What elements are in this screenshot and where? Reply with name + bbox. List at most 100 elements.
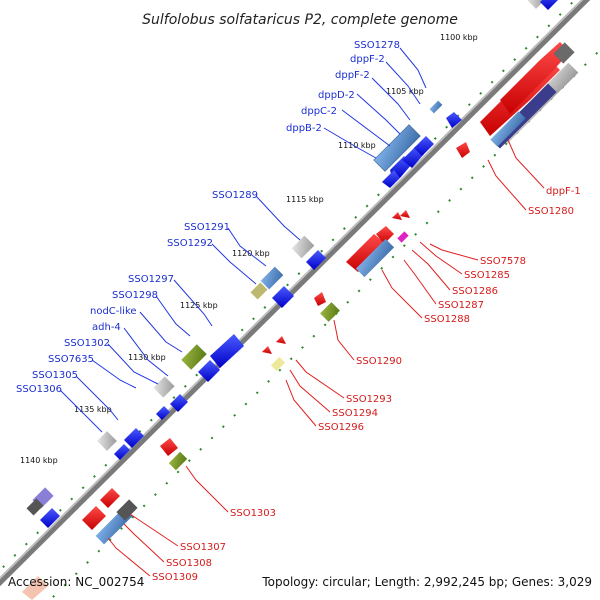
kbp-tick: 1110 kbp — [338, 141, 376, 150]
kbp-tick: 1140 kbp — [20, 456, 58, 465]
gene-label[interactable]: SSO7635 — [48, 354, 94, 365]
gene-feature[interactable] — [346, 234, 386, 272]
gene-feature[interactable] — [392, 212, 402, 220]
gene-feature[interactable] — [400, 210, 410, 218]
gene-feature[interactable] — [170, 394, 188, 412]
gene-label[interactable]: adh-4 — [92, 322, 121, 333]
leader-line — [75, 375, 119, 421]
gene-label[interactable]: SSO1286 — [452, 286, 498, 297]
gene-feature[interactable] — [276, 336, 286, 344]
gene-label[interactable]: dppD-2 — [318, 90, 355, 101]
gene-label[interactable]: SSO1294 — [332, 408, 378, 419]
gene-feature[interactable] — [262, 346, 272, 354]
gene-label[interactable]: SSO7578 — [480, 256, 526, 267]
gene-feature[interactable] — [124, 428, 144, 448]
gene-label[interactable]: SSO1298 — [112, 290, 158, 301]
gene-label[interactable]: dppF-1 — [546, 186, 581, 197]
gene-feature[interactable] — [210, 334, 244, 368]
gene-label[interactable]: SSO1307 — [180, 542, 226, 553]
gene-feature[interactable] — [429, 100, 443, 114]
gene-feature[interactable] — [382, 170, 400, 188]
gene-feature[interactable] — [306, 250, 326, 270]
kbp-tick: 1125 kbp — [180, 301, 218, 310]
gene-feature[interactable] — [397, 231, 409, 243]
gene-label[interactable]: SSO1278 — [354, 40, 400, 51]
leader-line — [227, 227, 267, 267]
gene-feature[interactable] — [291, 235, 315, 259]
gene-feature[interactable] — [446, 112, 462, 128]
gene-label[interactable]: dppF-2 — [350, 54, 385, 65]
leader-line — [129, 513, 179, 547]
gene-label[interactable]: dppB-2 — [286, 123, 322, 134]
gene-feature[interactable] — [97, 431, 117, 451]
gene-label[interactable]: SSO1293 — [346, 394, 392, 405]
gene-label[interactable]: SSO1296 — [318, 422, 364, 433]
gene-feature[interactable] — [250, 282, 268, 300]
gene-feature[interactable] — [114, 444, 130, 460]
gene-feature[interactable] — [414, 136, 434, 156]
gene-feature[interactable] — [553, 42, 575, 64]
gene-feature[interactable] — [270, 356, 286, 372]
gene-label[interactable]: SSO1305 — [32, 370, 78, 381]
gene-feature[interactable] — [272, 286, 294, 308]
gene-label[interactable]: SSO1302 — [64, 338, 110, 349]
gene-label[interactable]: nodC-like — [90, 306, 137, 317]
gene-feature[interactable] — [198, 360, 220, 382]
gene-feature[interactable] — [156, 406, 170, 420]
leader-line — [333, 319, 355, 361]
gene-feature[interactable] — [456, 142, 470, 158]
gene-label[interactable]: SSO1290 — [356, 356, 402, 367]
gene-feature[interactable] — [355, 238, 395, 278]
kbp-tick: 1100 kbp — [440, 33, 478, 42]
gene-label[interactable]: SSO1308 — [166, 558, 212, 569]
leader-line — [173, 279, 213, 327]
gene-label[interactable]: SSO1289 — [212, 190, 258, 201]
forward-gene-labels: SSO1278 dppF-2 dppF-2 dppD-2 dppC-2 dppB… — [16, 40, 400, 395]
gene-feature[interactable] — [490, 111, 526, 147]
kbp-tick: 1135 kbp — [74, 405, 112, 414]
genome-summary-text: Topology: circular; Length: 2,992,245 bp… — [261, 575, 592, 589]
gene-label[interactable]: dppC-2 — [301, 106, 337, 117]
leader-line — [91, 359, 137, 389]
gene-feature[interactable] — [181, 344, 207, 370]
leader-line — [289, 369, 331, 413]
leader-line — [295, 359, 345, 399]
gene-feature[interactable] — [373, 124, 421, 172]
gene-feature[interactable] — [500, 42, 570, 114]
kbp-tick: 1120 kbp — [232, 249, 270, 258]
gene-feature[interactable] — [40, 508, 60, 528]
leader-line — [123, 523, 165, 563]
gene-feature[interactable] — [376, 226, 394, 244]
gene-feature[interactable] — [260, 266, 284, 290]
gene-label[interactable]: SSO1287 — [438, 300, 484, 311]
gene-label[interactable]: SSO1285 — [464, 270, 510, 281]
gene-label[interactable]: SSO1309 — [152, 572, 198, 583]
gene-label[interactable]: SSO1303 — [230, 508, 276, 519]
gene-label[interactable]: SSO1292 — [167, 238, 213, 249]
gene-feature[interactable] — [82, 506, 106, 530]
gene-label[interactable]: SSO1280 — [528, 206, 574, 217]
backbone-line — [0, 0, 591, 587]
gene-feature[interactable] — [100, 488, 120, 508]
gene-feature[interactable] — [540, 0, 560, 10]
gene-feature[interactable] — [153, 376, 175, 398]
gc-track-outer — [0, 0, 577, 572]
gene-feature[interactable] — [168, 451, 188, 471]
gene-feature[interactable] — [116, 499, 138, 521]
gene-feature[interactable] — [320, 302, 340, 322]
gene-label[interactable]: dppF-2 — [335, 70, 370, 81]
leader-line — [139, 311, 183, 353]
gene-label[interactable]: SSO1297 — [128, 274, 174, 285]
map-title: Sulfolobus solfataricus P2, complete gen… — [142, 12, 458, 28]
gene-feature[interactable] — [160, 438, 178, 456]
gene-label[interactable]: SSO1306 — [16, 384, 62, 395]
leader-line — [356, 93, 401, 135]
gene-label[interactable]: SSO1288 — [424, 314, 470, 325]
leader-line — [285, 379, 317, 427]
gene-feature[interactable] — [22, 576, 48, 600]
gene-feature[interactable] — [26, 498, 44, 516]
gene-feature[interactable] — [314, 292, 326, 306]
gene-label[interactable]: SSO1291 — [184, 222, 230, 233]
